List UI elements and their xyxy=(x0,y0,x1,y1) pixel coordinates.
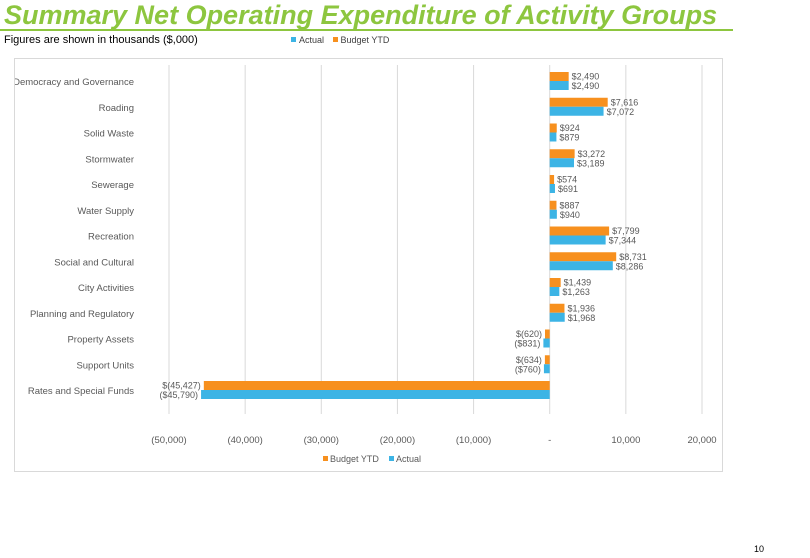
actual-bar-4 xyxy=(549,184,555,193)
actual-value-label-11: ($760) xyxy=(515,364,541,374)
category-label-4: Sewerage xyxy=(91,180,134,191)
actual-bar-10 xyxy=(543,338,550,348)
legend-swatch-1 xyxy=(389,456,394,461)
category-label-8: City Activities xyxy=(78,283,134,294)
legend-label-0: Budget YTD xyxy=(330,454,379,464)
category-label-0: Democracy and Governance xyxy=(15,77,134,88)
category-label-10: Property Assets xyxy=(67,335,134,346)
budget-bar-9 xyxy=(549,303,565,313)
category-label-11: Support Units xyxy=(76,360,134,371)
actual-value-label-12: ($45,790) xyxy=(160,390,199,400)
budget-value-label-0: $2,490 xyxy=(572,72,600,82)
actual-value-label-1: $7,072 xyxy=(607,107,635,117)
category-label-3: Stormwater xyxy=(85,154,134,165)
top-legend-label-actual: Actual xyxy=(299,35,325,45)
x-tick-label-5: - xyxy=(548,435,551,446)
actual-value-label-10: ($831) xyxy=(514,339,540,349)
actual-bar-7 xyxy=(549,261,613,271)
budget-value-label-6: $7,799 xyxy=(612,226,640,236)
actual-bar-5 xyxy=(549,209,557,219)
budget-value-label-8: $1,439 xyxy=(564,278,592,288)
actual-bar-8 xyxy=(549,287,560,296)
budget-value-label-1: $7,616 xyxy=(611,97,639,107)
budget-swatch xyxy=(332,37,338,42)
budget-value-label-2: $924 xyxy=(560,123,580,133)
budget-value-label-9: $1,936 xyxy=(567,303,595,313)
actual-bar-3 xyxy=(549,158,574,168)
x-tick-label-3: (20,000) xyxy=(380,435,415,446)
top-legend-label-budget: Budget YTD xyxy=(340,35,390,45)
actual-bar-11 xyxy=(543,364,550,374)
actual-bar-9 xyxy=(549,312,565,322)
budget-value-label-5: $887 xyxy=(559,200,579,210)
budget-value-label-10: $(620) xyxy=(516,329,542,339)
legend-swatch-0 xyxy=(323,456,328,461)
category-label-1: Roading xyxy=(99,103,134,114)
budget-value-label-11: $(634) xyxy=(516,355,542,365)
budget-value-label-3: $3,272 xyxy=(578,149,606,159)
budget-bar-12 xyxy=(203,381,550,390)
budget-bar-5 xyxy=(549,200,557,210)
budget-value-label-7: $8,731 xyxy=(619,252,647,262)
category-label-2: Solid Waste xyxy=(84,129,134,140)
legend-label-1: Actual xyxy=(396,454,421,464)
top-legend-item-budget: Budget YTD xyxy=(332,35,390,45)
budget-bar-11 xyxy=(544,355,550,365)
actual-value-label-0: $2,490 xyxy=(572,81,600,91)
actual-value-label-7: $8,286 xyxy=(616,261,644,271)
page-number: 10 xyxy=(754,544,765,554)
category-label-7: Social and Cultural xyxy=(54,257,134,268)
actual-bar-6 xyxy=(549,235,606,245)
x-tick-label-0: (50,000) xyxy=(151,435,186,446)
budget-bar-1 xyxy=(549,97,608,107)
budget-bar-10 xyxy=(544,329,550,339)
category-label-12: Rates and Special Funds xyxy=(28,386,134,397)
actual-value-label-2: $879 xyxy=(559,133,579,143)
budget-value-label-4: $574 xyxy=(557,175,577,185)
page-title: Summary Net Operating Expenditure of Act… xyxy=(4,0,718,30)
x-tick-label-1: (40,000) xyxy=(227,435,262,446)
top-legend: Actual Budget YTD xyxy=(291,35,395,45)
budget-bar-7 xyxy=(549,252,617,262)
category-label-9: Planning and Regulatory xyxy=(30,309,134,320)
category-label-6: Recreation xyxy=(88,232,134,243)
actual-bar-2 xyxy=(549,132,557,142)
x-tick-label-2: (30,000) xyxy=(304,435,339,446)
actual-bar-12 xyxy=(201,390,550,399)
budget-value-label-12: $(45,427) xyxy=(162,381,201,391)
actual-value-label-8: $1,263 xyxy=(562,287,590,297)
page-subtitle: Figures are shown in thousands ($,000) xyxy=(4,34,198,46)
x-tick-label-6: 10,000 xyxy=(611,435,640,446)
actual-bar-1 xyxy=(549,106,604,116)
budget-bar-0 xyxy=(549,72,569,81)
actual-value-label-9: $1,968 xyxy=(568,313,596,323)
actual-value-label-3: $3,189 xyxy=(577,158,605,168)
x-tick-label-4: (10,000) xyxy=(456,435,491,446)
actual-swatch xyxy=(291,37,296,42)
category-label-5: Water Supply xyxy=(77,206,134,217)
budget-bar-2 xyxy=(549,123,557,133)
budget-bar-4 xyxy=(549,175,555,184)
actual-value-label-4: $691 xyxy=(558,184,578,194)
actual-value-label-6: $7,344 xyxy=(609,236,637,246)
actual-value-label-5: $940 xyxy=(560,210,580,220)
bar-chart: (50,000) (40,000) (30,000) (20,000) (10,000)… xyxy=(15,65,717,464)
title-underline xyxy=(0,29,733,31)
budget-bar-3 xyxy=(549,149,575,159)
x-tick-label-7: 20,000 xyxy=(687,435,716,446)
top-legend-item-actual: Actual xyxy=(291,35,324,45)
budget-bar-6 xyxy=(549,226,610,236)
actual-bar-0 xyxy=(549,81,569,90)
chart-frame: (50,000) (40,000) (30,000) (20,000) (10,000)… xyxy=(14,58,723,472)
budget-bar-8 xyxy=(549,278,561,287)
